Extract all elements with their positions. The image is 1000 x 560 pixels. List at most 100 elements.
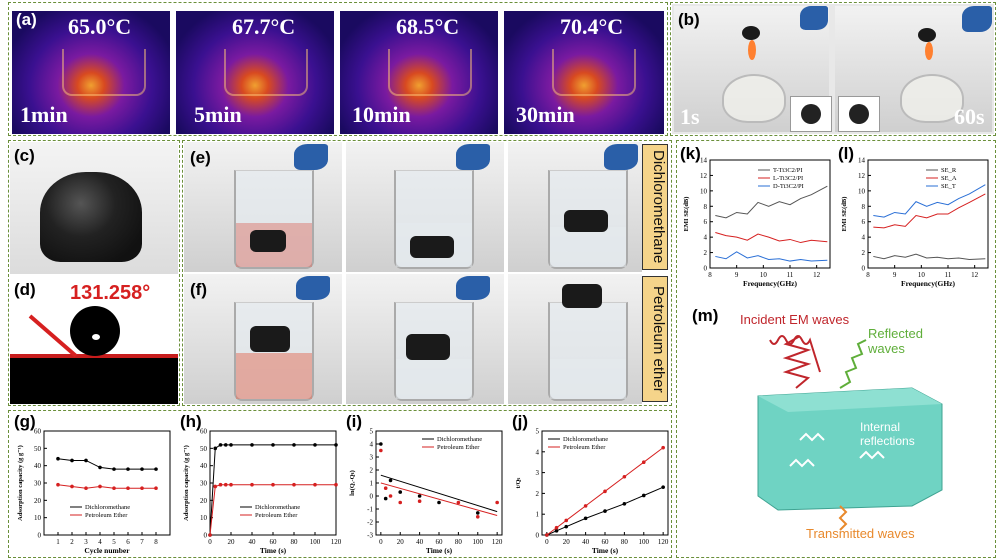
data-point xyxy=(388,494,393,498)
y-tick-label: 8 xyxy=(862,203,866,211)
y-tick-label: 6 xyxy=(704,218,708,226)
internal-wave-2 xyxy=(789,458,815,468)
y-tick-label: 4 xyxy=(370,441,374,449)
y-tick-label: 4 xyxy=(536,448,540,456)
data-point xyxy=(475,511,480,515)
y-tick-label: 14 xyxy=(700,157,708,165)
panel-letter-c: (c) xyxy=(14,146,35,165)
y-tick-label: 60 xyxy=(34,428,42,436)
f-sponge-1 xyxy=(250,326,290,352)
time-label-2: 5min xyxy=(194,102,242,127)
y-tick-label: -3 xyxy=(367,532,373,540)
substrate xyxy=(10,358,178,404)
x-tick-label: 100 xyxy=(639,538,650,546)
plot-frame xyxy=(43,430,171,536)
series-line xyxy=(715,251,828,262)
data-point xyxy=(140,486,144,490)
panel-letter-g: (g) xyxy=(14,412,36,431)
y-tick-label: 6 xyxy=(862,218,866,226)
x-tick-label: 60 xyxy=(270,538,278,546)
data-point xyxy=(603,509,607,513)
x-tick-label: 80 xyxy=(455,538,463,546)
y-tick-label: 20 xyxy=(200,497,208,505)
panel-letter-e: (e) xyxy=(190,148,211,167)
thermal-cup-1 xyxy=(62,49,146,96)
sample-on-tweezers-2 xyxy=(918,28,936,42)
e-beaker-2 xyxy=(394,170,474,269)
fit-line xyxy=(380,474,498,513)
data-point xyxy=(70,458,74,463)
f-glove-1 xyxy=(296,276,330,300)
time-label-1: 1min xyxy=(20,102,68,127)
data-point xyxy=(417,494,422,498)
data-point xyxy=(292,482,296,487)
x-tick-label: 20 xyxy=(563,538,571,546)
x-tick-label: 12 xyxy=(971,271,979,279)
time-label-3: 10min xyxy=(352,102,411,127)
y-tick-label: 5 xyxy=(536,428,540,436)
y-axis-label: Adsorption capacity (g g⁻¹) xyxy=(17,445,24,521)
sample-on-tweezers-1 xyxy=(742,26,760,40)
foam-top xyxy=(758,388,942,412)
data-point xyxy=(545,533,549,537)
y-tick-label: 3 xyxy=(536,469,540,477)
series-line xyxy=(546,447,664,536)
data-point xyxy=(154,486,158,490)
reflected-wave xyxy=(839,339,867,389)
y-tick-label: 2 xyxy=(370,467,374,475)
e-sponge-3 xyxy=(564,210,608,232)
contact-angle-tangent xyxy=(28,314,78,358)
incident-wave-zigzag xyxy=(782,335,812,389)
panel-letter-f: (f) xyxy=(190,280,207,299)
data-point xyxy=(334,482,338,487)
y-tick-label: 1 xyxy=(536,511,540,519)
inset-sample-2 xyxy=(838,96,880,132)
panel-letter-m: (m) xyxy=(692,306,719,325)
x-tick-label: 10 xyxy=(760,271,768,279)
data-point xyxy=(398,490,403,494)
y-tick-label: 12 xyxy=(858,172,866,180)
y-tick-label: 14 xyxy=(858,157,866,165)
x-tick-label: 80 xyxy=(291,538,299,546)
x-axis-label: Frequency(GHz) xyxy=(901,279,956,288)
y-tick-label: 2 xyxy=(536,490,540,498)
data-point xyxy=(641,493,646,498)
x-tick-label: 40 xyxy=(416,538,424,546)
flame-2 xyxy=(925,42,933,60)
y-tick-label: -1 xyxy=(367,506,373,514)
foam-block xyxy=(757,387,943,511)
panel-b: (b) 1s 60s xyxy=(672,4,994,134)
y-tick-label: 30 xyxy=(200,480,208,488)
panel-c: (c) xyxy=(10,142,178,274)
data-point xyxy=(213,446,218,451)
series-line xyxy=(57,458,156,470)
chart-j: 0 20 40 60 80 100 120 0 1 2 3 4 5 Time (s) t/Qₜ Dichlor… xyxy=(515,428,669,556)
x-axis-label: Time (s) xyxy=(426,546,453,555)
data-point xyxy=(603,489,607,494)
data-point xyxy=(223,482,228,487)
legend-label: Petroleum Ether xyxy=(85,512,128,519)
data-point xyxy=(56,456,60,461)
y-tick-label: 0 xyxy=(370,493,374,501)
burn-time-1: 1s xyxy=(680,104,700,129)
data-point xyxy=(475,515,480,519)
burn-time-2: 60s xyxy=(954,104,985,129)
foam-cylinder xyxy=(40,172,142,262)
data-point xyxy=(622,502,627,506)
y-tick-label: 2 xyxy=(704,249,708,257)
chart-l: 8 9 10 11 12 0 2 4 6 8 10 12 14 Frequency(GHz) EMI SE(… xyxy=(841,157,989,288)
legend-label: SE_T xyxy=(941,183,956,190)
internal-wave-1 xyxy=(799,432,825,442)
data-point xyxy=(56,482,60,487)
data-point xyxy=(229,443,233,447)
plot-frame xyxy=(709,159,831,269)
x-tick-label: 40 xyxy=(582,538,590,546)
x-tick-label: 20 xyxy=(397,538,405,546)
e-beaker-1 xyxy=(234,170,314,269)
x-tick-label: 0 xyxy=(379,538,383,546)
x-tick-label: 12 xyxy=(813,271,821,279)
y-axis-label: ln(Qₑ-Qₜ) xyxy=(349,470,356,496)
transmitted-waves-label: Transmitted waves xyxy=(806,526,915,541)
f-beaker-1 xyxy=(234,302,314,401)
data-point xyxy=(84,486,88,490)
